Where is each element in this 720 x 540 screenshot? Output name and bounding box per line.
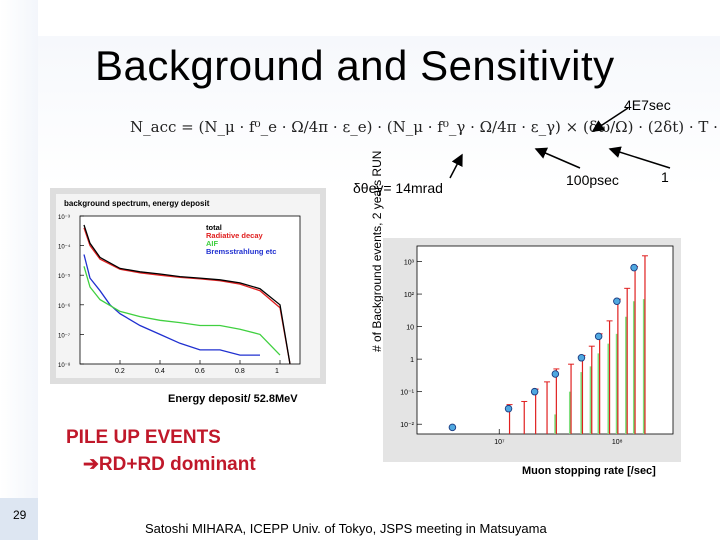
rate-x-tick-label: 10⁷: [494, 439, 505, 446]
background-spectrum-plot: background spectrum, energy deposit 10⁻³ 1…: [50, 188, 326, 384]
spectrum-series-aif: [83, 266, 281, 356]
rate-y-tick-label: 10²: [404, 292, 415, 299]
spectrum-y-tick-label: 10⁻³: [58, 215, 70, 221]
spectrum-x-tick-label: 0.8: [235, 368, 245, 375]
pile-up-line2-text: RD+RD dominant: [98, 454, 256, 475]
page-number: 29: [13, 508, 27, 522]
rate-y-tick-label: 10: [406, 325, 414, 332]
formula-nacc: N_acc = (N_μ · f⁰_e · Ω/4π · ε_e) · (N_μ…: [130, 118, 720, 136]
spectrum-y-tick-label: 10⁻⁷: [58, 332, 70, 339]
rate-point: [551, 370, 560, 378]
background-spectrum-inner: background spectrum, energy deposit 10⁻³ 1…: [56, 194, 320, 378]
slide-title: Background and Sensitivity: [95, 42, 615, 89]
spectrum-y-tick-label: 10⁻⁵: [58, 273, 71, 280]
spectrum-y-tick-label: 10⁻⁸: [58, 362, 71, 369]
spectrum-series-bremsstrahlung-etc: [83, 254, 260, 356]
rate-point: [613, 297, 621, 306]
spectrum-legend-radiative-decay: Radiative decay: [206, 231, 264, 240]
rate-y-tick-label: 1: [410, 357, 414, 364]
rate-point: [504, 404, 513, 413]
muon-rate-plot: 10⁻² 10⁻¹ 1 10 10² 10³ 10⁷ 10⁸: [383, 238, 681, 462]
right-arrow-icon: ➔: [83, 454, 99, 475]
spectrum-series-total: [83, 224, 291, 365]
spectrum-y-tick-label: 10⁻⁴: [58, 244, 71, 251]
spectrum-x-tick-label: 0.4: [155, 368, 165, 375]
spectrum-series-radiative-decay: [83, 227, 291, 365]
annotation-angle: δθeγ= 14mrad: [353, 180, 443, 196]
spectrum-legend-total: total: [206, 223, 222, 232]
rate-point: [448, 423, 457, 432]
energy-deposit-label: Energy deposit/ 52.8MeV: [168, 393, 298, 405]
footer-credit: Satoshi MIHARA, ICEPP Univ. of Tokyo, JS…: [145, 521, 547, 536]
spectrum-legend-aif: AIF: [206, 239, 219, 248]
slide-left-band: [0, 0, 38, 540]
pile-up-line2: ➔RD+RD dominant: [83, 453, 256, 476]
annotation-polarization: 1: [661, 169, 669, 185]
page-number-box: [0, 498, 38, 540]
annotation-timing: 100psec: [566, 172, 619, 188]
slide-top-band: [38, 0, 720, 36]
spectrum-x-tick-label: 1: [275, 368, 279, 375]
annotation-time: 4E7sec: [624, 97, 671, 113]
spectrum-x-tick-label: 0.6: [195, 368, 205, 375]
spectrum-frame: [79, 215, 301, 365]
rate-y-tick-label: 10⁻¹: [400, 390, 414, 397]
rate-point: [530, 387, 539, 396]
right-plot-ylabel: # of Background events, 2 years RUN: [370, 150, 384, 352]
spectrum-y-tick-label: 10⁻⁶: [58, 303, 71, 310]
rate-point: [594, 332, 603, 341]
rate-point: [630, 263, 638, 272]
rate-point: [577, 354, 586, 362]
muon-rate-svg: 10⁻² 10⁻¹ 1 10 10² 10³ 10⁷ 10⁸: [400, 245, 674, 446]
rate-y-tick-label: 10⁻²: [400, 422, 414, 429]
rate-frame: [416, 245, 674, 435]
spectrum-title: background spectrum, energy deposit: [64, 199, 210, 208]
rate-y-tick-label: 10³: [404, 260, 415, 267]
spectrum-legend-bremsstrahlung-etc: Bremsstrahlung etc: [206, 247, 276, 256]
rate-x-tick-label: 10⁸: [612, 439, 623, 446]
pile-up-line1: PILE UP EVENTS: [66, 427, 221, 448]
background-spectrum-svg: background spectrum, energy deposit 10⁻³ 1…: [58, 199, 301, 375]
spectrum-x-tick-label: 0.2: [115, 368, 125, 375]
muon-stopping-rate-label: Muon stopping rate [/sec]: [522, 465, 656, 477]
